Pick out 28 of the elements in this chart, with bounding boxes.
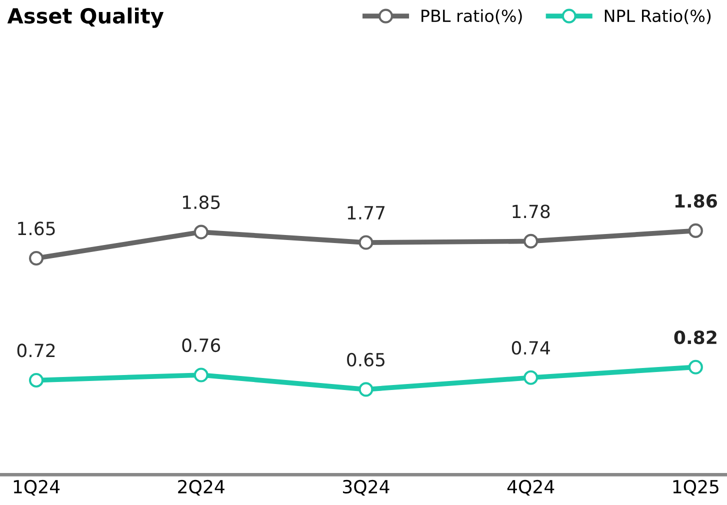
data-label: 1.77 [348, 206, 385, 220]
point [688, 360, 703, 374]
x-tick-label: 2Q24 [178, 480, 224, 496]
data-label: 0.72 [17, 344, 55, 358]
point [194, 368, 208, 382]
legend-label: PBL ratio(%) [422, 9, 522, 24]
data-label: 0.82 [674, 330, 716, 344]
point [28, 250, 44, 266]
data-label: 1.86 [675, 194, 717, 208]
x-tick-label: 1Q25 [673, 480, 718, 496]
x-tick-label: 1Q24 [14, 480, 60, 496]
data-label: 0.65 [347, 352, 384, 366]
data-label: 1.78 [512, 204, 550, 218]
legend-label: NPL Ratio(%) [604, 9, 711, 24]
data-label: 0.76 [182, 338, 220, 352]
point [358, 382, 374, 397]
x-tick-label: 4Q24 [507, 480, 554, 496]
data-label: 0.74 [512, 341, 550, 355]
point [28, 372, 44, 388]
point [358, 235, 374, 250]
point [194, 224, 208, 240]
data-label: 1.85 [183, 195, 220, 210]
chart-title: Asset Quality [7, 8, 164, 28]
x-tick-label: 3Q24 [343, 480, 390, 496]
point [688, 223, 703, 238]
point [524, 234, 538, 248]
point [524, 370, 538, 385]
data-label: 1.65 [18, 222, 55, 236]
